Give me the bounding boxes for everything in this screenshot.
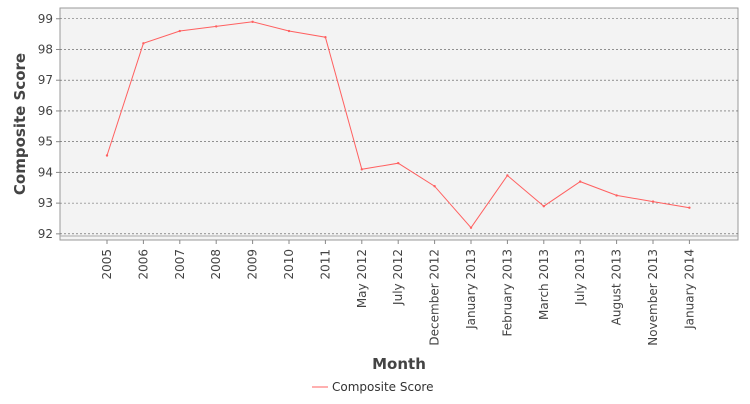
data-point [469,226,473,229]
y-axis-label: Composite Score [11,53,29,195]
x-tick-label: July 2013 [573,249,587,306]
x-tick-label: July 2012 [391,249,405,306]
x-tick-label: May 2012 [355,249,369,308]
data-point [397,161,400,165]
data-point [651,200,655,203]
data-point [542,204,545,208]
data-point [506,174,509,177]
data-point [142,42,145,45]
x-axis-label: Month [372,355,426,373]
legend-label: Composite Score [332,380,433,394]
x-tick-label: November 2013 [646,249,660,346]
y-tick-label: 99 [38,12,53,26]
x-tick-label: August 2013 [610,249,624,325]
x-tick-label: 2008 [209,249,223,280]
gridlines [60,18,738,235]
data-point [360,168,363,171]
data-point [433,185,436,188]
data-point [688,206,691,209]
data-point [579,180,582,183]
x-tick-label: 2011 [318,249,332,280]
x-tick-label: January 2014 [682,249,696,330]
data-point [287,29,291,33]
x-tick-label: March 2013 [537,249,551,320]
series-layer [105,20,691,229]
plot-area [59,7,739,241]
data-point [178,29,181,33]
y-tick-label: 98 [38,42,53,56]
data-point [251,20,254,24]
x-tick-label: 2006 [136,249,150,280]
y-tick-label: 93 [38,196,53,210]
y-tick-label: 96 [38,104,53,118]
x-tick-label: 2009 [246,249,260,280]
x-tick-label: February 2013 [500,249,514,337]
x-tick-label: January 2013 [464,249,478,330]
x-tick-label: 2007 [173,249,187,280]
y-tick-label: 97 [38,73,53,87]
x-tick-label: 2005 [100,249,114,280]
data-point [105,154,109,157]
x-tick-label: December 2012 [428,249,442,346]
data-point [215,25,218,28]
x-tick-label: 2010 [282,249,296,280]
y-tick-label: 92 [38,227,53,241]
data-point [615,194,618,197]
data-point [324,35,327,39]
y-tick-label: 95 [38,135,53,149]
axes: 92 93 94 95 96 97 98 99 2005 2006 2007 2008 2009 2010… [38,12,738,346]
legend: Composite Score [312,380,433,394]
y-tick-label: 94 [38,165,53,179]
